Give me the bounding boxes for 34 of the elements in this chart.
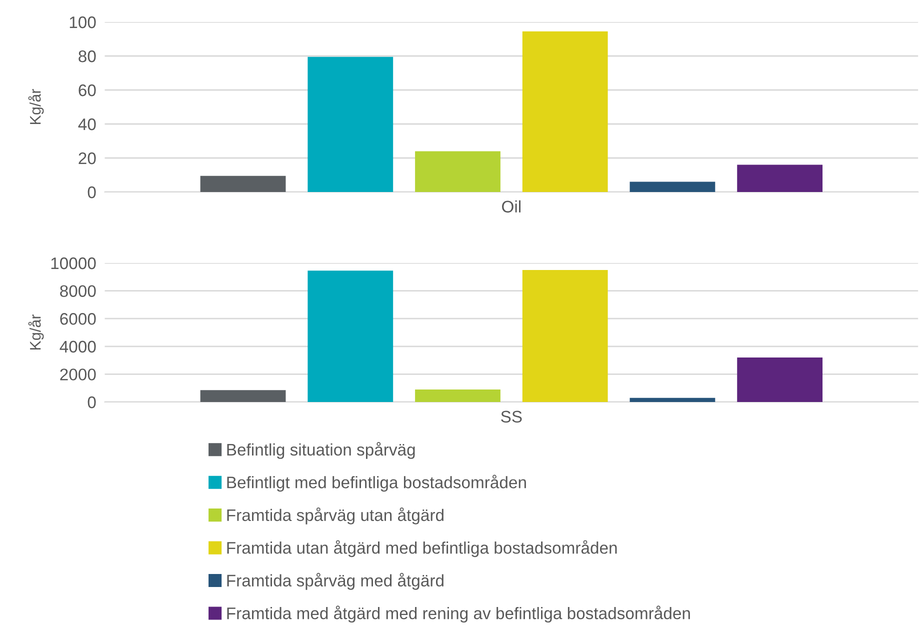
legend-label: Befintlig situation spårväg: [227, 442, 415, 459]
x-tick-label: Oil: [502, 200, 520, 213]
y-tick-label: 10000: [51, 257, 96, 270]
y-tick-label: 60: [78, 84, 96, 96]
bar: [522, 31, 608, 192]
legend-label: Framtida utan åtgärd med befintliga bostadsområden: [227, 540, 617, 558]
bar: [737, 358, 823, 402]
legend-label: Framtida med åtgärd med rening av befintliga bostadsområden: [227, 606, 690, 623]
y-axis-title: Kg/år: [28, 88, 44, 124]
bar: [200, 390, 286, 402]
legend-label: Befintligt med befintliga bostadsområden: [227, 474, 526, 492]
bar: [737, 164, 823, 192]
y-tick-label: 2000: [60, 368, 96, 380]
bar: [415, 151, 500, 192]
x-tick-label: SS: [501, 410, 522, 423]
y-tick-label: 40: [78, 118, 96, 130]
y-tick-label: 4000: [60, 340, 96, 353]
bar: [415, 389, 500, 402]
y-tick-label: 20: [78, 152, 96, 164]
y-tick-label: 0: [88, 186, 96, 198]
y-tick-label: 0: [88, 396, 96, 408]
bar: [630, 182, 716, 192]
bar: [522, 270, 608, 402]
bar: [308, 270, 394, 402]
y-tick-label: 8000: [60, 285, 96, 298]
y-tick-label: 6000: [60, 313, 96, 325]
y-axis-title: Kg/år: [28, 314, 44, 350]
y-tick-label: 100: [70, 16, 96, 28]
bar: [200, 176, 286, 192]
bar: [630, 398, 716, 402]
legend-label: Framtida spårväg utan åtgärd: [227, 507, 444, 524]
y-tick-label: 80: [78, 50, 96, 62]
legend-label: Framtida spårväg med åtgärd: [227, 572, 444, 590]
bar: [308, 56, 394, 192]
